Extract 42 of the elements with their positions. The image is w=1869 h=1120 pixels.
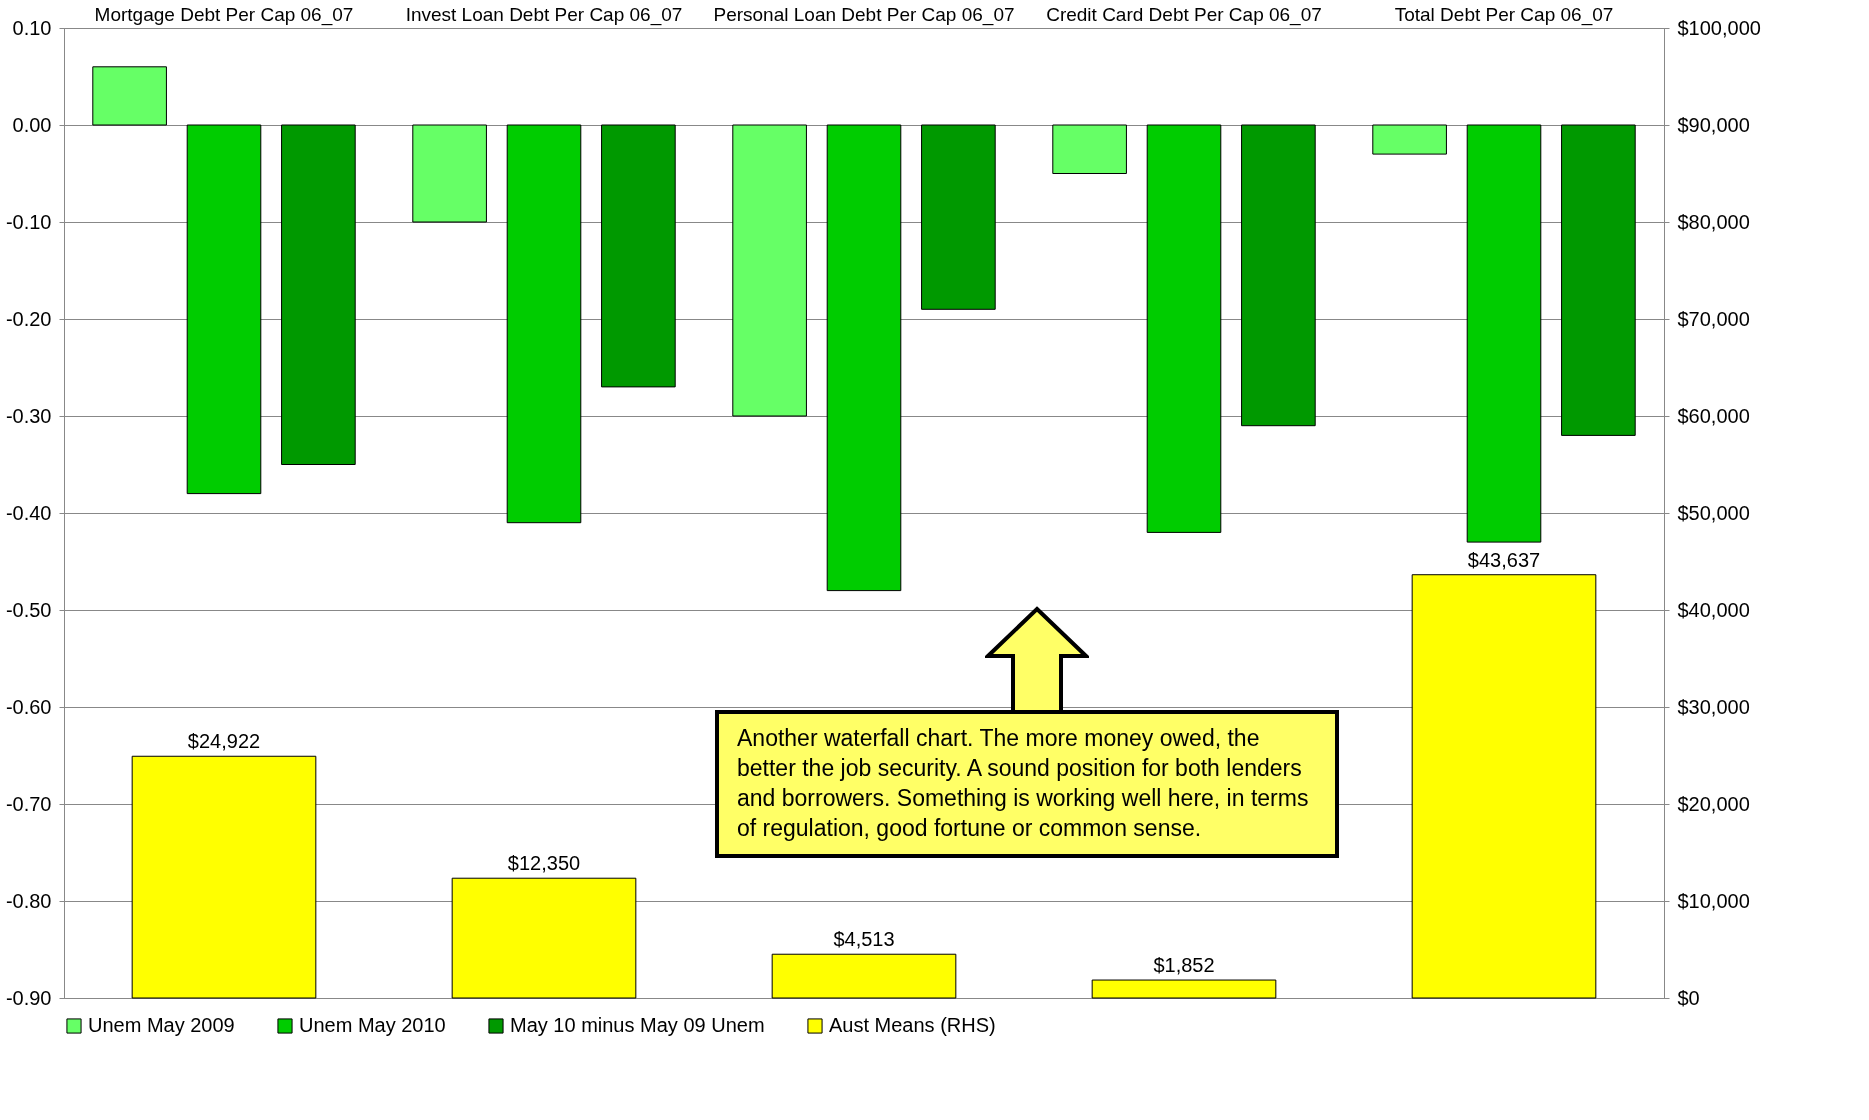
data-label: $1,852 <box>1153 954 1215 977</box>
y-tick-label: -0.70 <box>5 792 52 815</box>
bar <box>131 755 317 999</box>
legend-label: May 10 minus May 09 Unem <box>510 1014 765 1036</box>
annotation: Another waterfall chart. The more money owed, the better the job security. A sound position for both lenders and borrowers. Something is working well here, in terms of regulation, good fortune or common sense. <box>715 710 1339 858</box>
bar <box>1411 574 1597 999</box>
y-tick-label: -0.60 <box>5 695 52 718</box>
y2-tick-label: $60,000 <box>1677 404 1750 427</box>
x-tick-label: Total Debt Per Cap 06_07 <box>1394 3 1614 26</box>
y-tick-label: -0.90 <box>5 986 52 1009</box>
y-tick-label: -0.10 <box>5 210 52 233</box>
data-label: $12,350 <box>507 852 581 875</box>
y2-tick-label: $30,000 <box>1677 695 1750 718</box>
y2-tick-label: $100,000 <box>1677 16 1761 39</box>
y2-tick-label: $70,000 <box>1677 307 1750 330</box>
y-tick-label: -0.80 <box>5 889 52 912</box>
y2-tick-label: $90,000 <box>1677 113 1750 136</box>
bar <box>771 953 957 999</box>
data-label: $4,513 <box>833 928 895 951</box>
y-tick-label: 0.10 <box>12 16 52 39</box>
y2-tick-label: $20,000 <box>1677 792 1750 815</box>
bar <box>1091 979 1277 999</box>
y-tick-label: -0.50 <box>5 598 52 621</box>
x-tick-label: Credit Card Debt Per Cap 06_07 <box>1046 3 1322 26</box>
y2-tick-label: $40,000 <box>1677 598 1750 621</box>
legend-label: Unem May 2009 <box>88 1014 235 1036</box>
y-tick-label: -0.20 <box>5 307 52 330</box>
y2-tick-label: $80,000 <box>1677 210 1750 233</box>
y2-tick-label: $50,000 <box>1677 501 1750 524</box>
data-label: $43,637 <box>1467 548 1541 571</box>
legend-label: Unem May 2010 <box>299 1014 446 1036</box>
bar <box>451 877 637 999</box>
x-tick-label: Mortgage Debt Per Cap 06_07 <box>94 3 354 26</box>
y-tick-label: -0.30 <box>5 404 52 427</box>
data-label: $24,922 <box>187 730 261 753</box>
y-tick-label: -0.40 <box>5 501 52 524</box>
x-tick-label: Personal Loan Debt Per Cap 06_07 <box>713 3 1015 26</box>
y2-tick-label: $0 <box>1677 986 1700 1009</box>
y2-tick-label: $10,000 <box>1677 889 1750 912</box>
legend-label: Aust Means (RHS) <box>829 1014 996 1036</box>
x-tick-label: Invest Loan Debt Per Cap 06_07 <box>405 3 683 26</box>
y-tick-label: 0.00 <box>12 113 52 136</box>
